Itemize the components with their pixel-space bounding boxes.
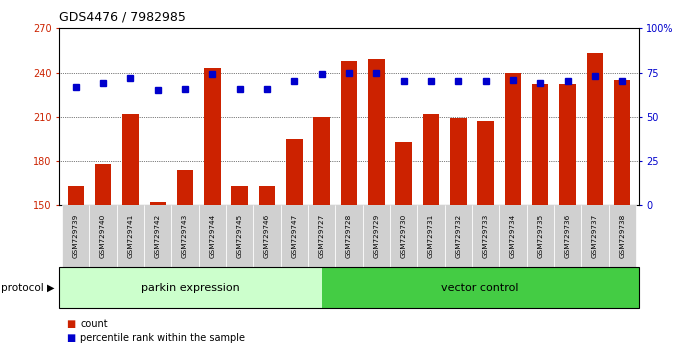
Bar	[313, 117, 330, 354]
Bar	[368, 59, 385, 354]
Text: protocol: protocol	[1, 282, 43, 293]
Text: percentile rank within the sample: percentile rank within the sample	[80, 333, 245, 343]
Text: GSM729744: GSM729744	[209, 214, 216, 258]
Text: GSM729743: GSM729743	[182, 214, 188, 258]
Bar	[423, 114, 439, 354]
Text: GSM729747: GSM729747	[291, 214, 297, 258]
Bar	[614, 80, 630, 354]
Text: ■: ■	[66, 333, 75, 343]
Bar	[341, 61, 357, 354]
Bar	[450, 118, 466, 354]
Bar	[232, 186, 248, 354]
Bar	[396, 142, 412, 354]
Text: GSM729739: GSM729739	[73, 214, 79, 258]
Text: ■: ■	[66, 319, 75, 329]
Bar	[587, 53, 603, 354]
Text: GSM729728: GSM729728	[346, 214, 352, 258]
Text: GSM729735: GSM729735	[537, 214, 543, 258]
Text: GSM729732: GSM729732	[455, 214, 461, 258]
Text: GSM729730: GSM729730	[401, 214, 407, 258]
Text: GSM729740: GSM729740	[100, 214, 106, 258]
Text: GSM729733: GSM729733	[482, 214, 489, 258]
Text: GSM729729: GSM729729	[373, 214, 379, 258]
Text: GSM729741: GSM729741	[127, 214, 133, 258]
Text: GSM729734: GSM729734	[510, 214, 516, 258]
Bar	[559, 84, 576, 354]
Bar	[68, 186, 84, 354]
Bar	[205, 68, 221, 354]
Bar	[122, 114, 139, 354]
Text: GSM729746: GSM729746	[264, 214, 270, 258]
Text: parkin expression: parkin expression	[141, 282, 240, 293]
Text: GSM729731: GSM729731	[428, 214, 434, 258]
Text: GSM729742: GSM729742	[155, 214, 161, 258]
Text: GSM729736: GSM729736	[565, 214, 571, 258]
Text: ▶: ▶	[47, 282, 54, 293]
Bar	[95, 164, 111, 354]
Bar	[177, 170, 193, 354]
Text: GSM729745: GSM729745	[237, 214, 243, 258]
Text: GDS4476 / 7982985: GDS4476 / 7982985	[59, 11, 186, 24]
Bar	[259, 186, 275, 354]
Bar	[149, 202, 166, 354]
Text: GSM729737: GSM729737	[592, 214, 598, 258]
Bar	[286, 139, 302, 354]
Text: count: count	[80, 319, 108, 329]
Bar	[532, 84, 549, 354]
Bar	[477, 121, 493, 354]
Text: GSM729738: GSM729738	[619, 214, 625, 258]
Bar	[505, 73, 521, 354]
Text: vector control: vector control	[441, 282, 519, 293]
Text: GSM729727: GSM729727	[319, 214, 325, 258]
